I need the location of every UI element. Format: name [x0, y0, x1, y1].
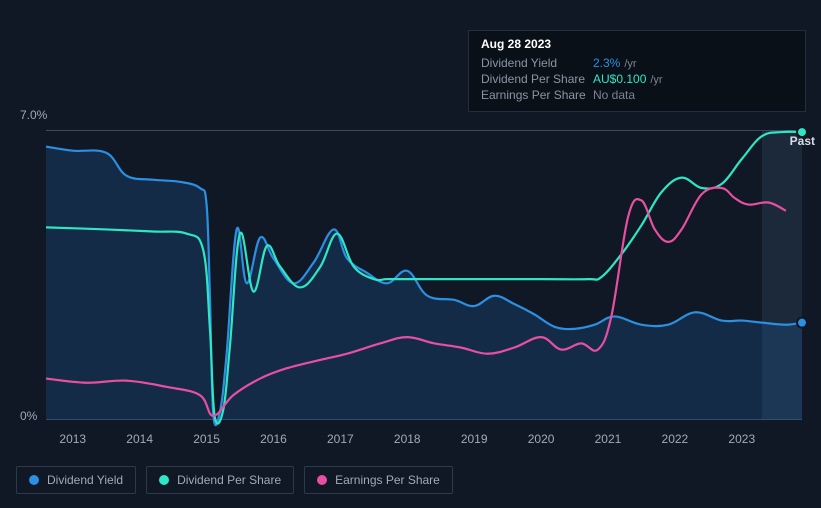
chart-svg [46, 130, 802, 420]
y-axis-min-label: 0% [20, 409, 37, 423]
tooltip-row-label: Dividend Per Share [481, 72, 593, 86]
series-area [46, 147, 802, 426]
legend-dot [159, 475, 169, 485]
x-axis-tick: 2018 [394, 432, 421, 446]
past-label: Past [790, 134, 815, 148]
legend-label: Dividend Per Share [177, 473, 281, 487]
x-axis-tick: 2020 [528, 432, 555, 446]
legend-dot [317, 475, 327, 485]
tooltip-date: Aug 28 2023 [481, 37, 793, 51]
x-axis-tick: 2014 [126, 432, 153, 446]
x-axis-tick: 2013 [59, 432, 86, 446]
legend-item-dividend-per-share[interactable]: Dividend Per Share [146, 466, 294, 494]
y-axis-max-label: 7.0% [20, 108, 47, 122]
x-axis-tick: 2019 [461, 432, 488, 446]
x-axis-tick: 2023 [728, 432, 755, 446]
x-axis-tick: 2016 [260, 432, 287, 446]
tooltip-row-label: Dividend Yield [481, 56, 593, 70]
legend: Dividend Yield Dividend Per Share Earnin… [16, 466, 453, 494]
legend-item-earnings-per-share[interactable]: Earnings Per Share [304, 466, 453, 494]
tooltip-row-label: Earnings Per Share [481, 88, 593, 102]
tooltip-row-value: 2.3% [593, 56, 620, 70]
tooltip: Aug 28 2023 Dividend Yield 2.3% /yr Divi… [468, 30, 806, 112]
tooltip-row-value: No data [593, 88, 635, 102]
tooltip-row-unit: /yr [624, 58, 636, 70]
x-axis: 2013 2014 2015 2016 2017 2018 2019 2020 2021 2022… [46, 432, 802, 448]
tooltip-row-dividend-yield: Dividend Yield 2.3% /yr [481, 55, 793, 71]
tooltip-row-dividend-per-share: Dividend Per Share AU$0.100 /yr [481, 71, 793, 87]
tooltip-row-unit: /yr [650, 74, 662, 86]
legend-item-dividend-yield[interactable]: Dividend Yield [16, 466, 136, 494]
x-axis-tick: 2022 [662, 432, 689, 446]
x-axis-tick: 2015 [193, 432, 220, 446]
x-axis-tick: 2021 [595, 432, 622, 446]
x-axis-tick: 2017 [327, 432, 354, 446]
series-end-marker [797, 318, 807, 328]
tooltip-row-earnings-per-share: Earnings Per Share No data [481, 87, 793, 103]
legend-dot [29, 475, 39, 485]
legend-label: Earnings Per Share [335, 473, 440, 487]
tooltip-row-value: AU$0.100 [593, 72, 646, 86]
legend-label: Dividend Yield [47, 473, 123, 487]
